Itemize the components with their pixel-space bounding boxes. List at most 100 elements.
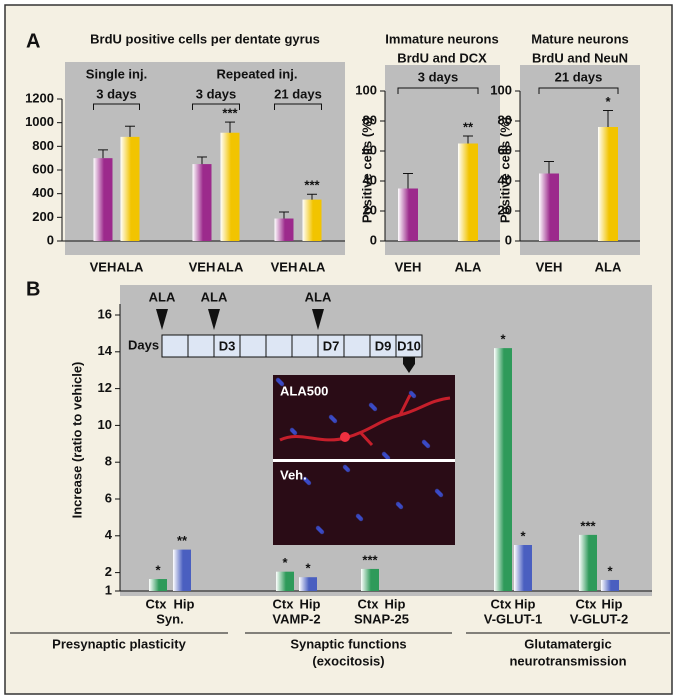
x-tick-label: V-GLUT-1 — [484, 611, 543, 626]
bar — [173, 549, 191, 591]
bar — [120, 136, 140, 241]
x-tick-label: Syn. — [156, 611, 183, 626]
significance-label: * — [605, 94, 611, 109]
significance-label: *** — [362, 552, 378, 567]
bar — [601, 579, 619, 591]
bar — [494, 348, 512, 591]
soma — [340, 432, 350, 442]
bar — [149, 579, 167, 591]
y-tick-label: 8 — [105, 454, 112, 469]
y-tick-label: 4 — [105, 527, 113, 542]
significance-label: * — [520, 528, 526, 543]
x-tick-label: VEH — [395, 259, 422, 274]
y-tick-label: 600 — [32, 161, 54, 176]
bar — [299, 577, 317, 591]
series-label: Hip — [602, 596, 623, 611]
bar — [514, 545, 532, 591]
significance-label: * — [607, 563, 613, 578]
y-tick-label: 12 — [98, 380, 112, 395]
bar — [192, 164, 212, 241]
significance-label: *** — [304, 178, 320, 193]
x-tick-label: ALA — [595, 259, 622, 274]
nucleus — [306, 480, 312, 486]
series-label: Ctx — [146, 596, 168, 611]
x-tick-label: VEH — [536, 259, 563, 274]
nucleus — [292, 430, 298, 436]
y-tick-label: 1200 — [25, 90, 54, 105]
nucleus — [425, 443, 431, 449]
y-tick-label: 40 — [498, 172, 512, 187]
x-tick-label: VEH — [189, 259, 216, 274]
injection-label: ALA — [305, 289, 332, 304]
y-tick-label: 10 — [98, 417, 112, 432]
x-tick-label: ALA — [217, 259, 244, 274]
x-tick-label: SNAP-25 — [354, 611, 409, 626]
panel-label: A — [26, 30, 40, 52]
bar — [276, 571, 294, 591]
day-label: D10 — [397, 338, 421, 353]
bracket — [93, 103, 140, 110]
y-axis-label: Positive cells (%) — [359, 117, 374, 223]
y-tick-label: 20 — [363, 202, 377, 217]
significance-label: * — [305, 561, 311, 576]
y-tick-label: 0 — [505, 232, 512, 247]
day-label: D7 — [323, 338, 340, 353]
x-tick-label: ALA — [117, 259, 144, 274]
bar — [598, 127, 618, 241]
bar — [458, 143, 478, 241]
bracket — [397, 87, 479, 94]
y-tick-label: 1 — [105, 582, 112, 597]
x-tick-label: ALA — [299, 259, 326, 274]
y-tick-label: 800 — [32, 138, 54, 153]
significance-label: ** — [177, 533, 188, 548]
bar — [274, 218, 294, 241]
nucleus — [345, 467, 351, 473]
injection-label: ALA — [201, 289, 228, 304]
nucleus — [319, 529, 325, 535]
bracket — [274, 103, 322, 110]
y-tick-label: 100 — [355, 82, 377, 97]
bar — [220, 132, 240, 241]
y-tick-label: 14 — [98, 343, 113, 358]
timeline-day — [343, 334, 371, 358]
inset-label: ALA500 — [280, 383, 328, 398]
series-label: Hip — [300, 596, 321, 611]
y-tick-label: 0 — [370, 232, 377, 247]
bar — [361, 568, 379, 591]
nucleus — [398, 504, 404, 510]
series-label: Ctx — [491, 596, 513, 611]
chart-title: BrdU and NeuN — [532, 50, 628, 65]
neurite — [279, 394, 451, 447]
subgroup-label: 21 days — [555, 69, 603, 84]
bracket — [192, 103, 240, 110]
series-label: Hip — [174, 596, 195, 611]
chart-title: BrdU and DCX — [397, 50, 487, 65]
chart-title: BrdU positive cells per dentate gyrus — [90, 31, 320, 46]
nucleus — [332, 418, 338, 424]
bar — [579, 534, 597, 591]
bar — [539, 173, 559, 241]
y-tick-label: 2 — [105, 564, 112, 579]
group-label: (exocitosis) — [312, 653, 384, 668]
injection-arrow — [208, 309, 220, 330]
day-label: D9 — [375, 338, 392, 353]
timeline-day — [291, 334, 319, 358]
bar — [398, 188, 418, 241]
nucleus — [279, 381, 285, 387]
group-label: Single inj. — [86, 66, 147, 81]
group-label: Presynaptic plasticity — [52, 636, 186, 651]
y-axis-label: Positive cells (%) — [497, 117, 512, 223]
y-tick-label: 400 — [32, 185, 54, 200]
series-label: Ctx — [358, 596, 380, 611]
timeline-day — [265, 334, 293, 358]
y-axis-label: Increase (ratio to vehicle) — [69, 362, 84, 519]
micrograph-divider — [273, 459, 455, 462]
sample-arrow — [403, 357, 415, 373]
plot-background — [520, 65, 640, 255]
bar — [302, 199, 322, 241]
y-tick-label: 16 — [98, 306, 112, 321]
series-label: Hip — [385, 596, 406, 611]
nucleus — [438, 492, 444, 498]
